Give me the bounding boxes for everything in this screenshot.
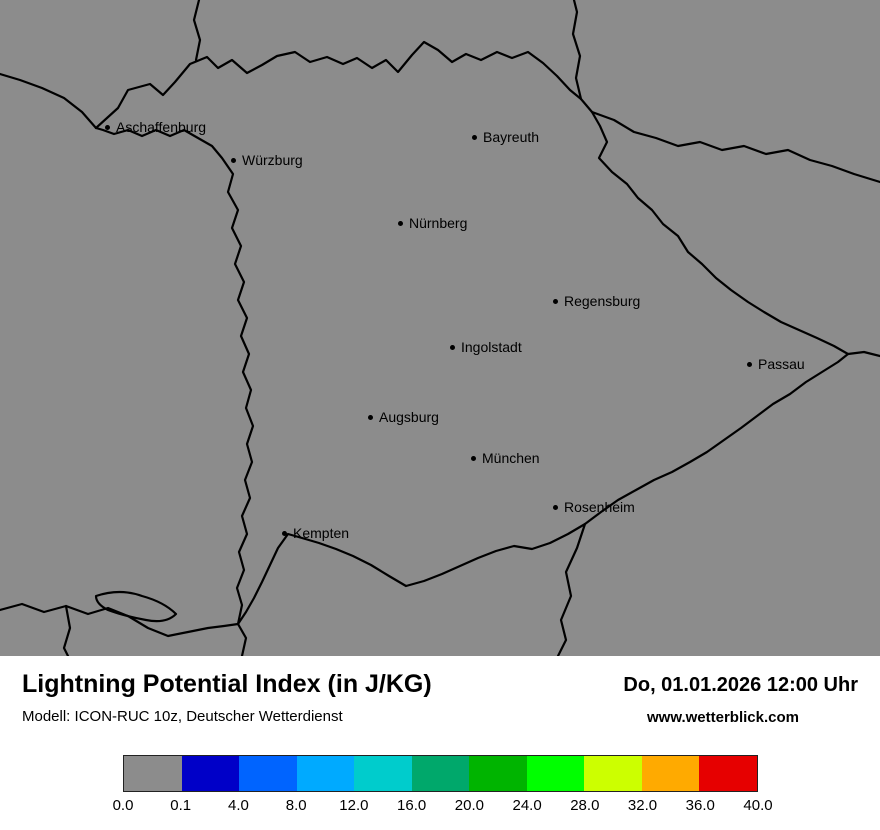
legend-segment (584, 756, 642, 791)
border-path-passau-east (846, 350, 880, 358)
legend-tick-label: 8.0 (285, 797, 307, 814)
city-label: Ingolstadt (461, 339, 522, 355)
legend-tick-label: 36.0 (685, 797, 715, 814)
city-label: Augsburg (379, 409, 439, 425)
city-label: Würzburg (242, 152, 303, 168)
city-label: Rosenheim (564, 499, 635, 515)
legend-tick-label: 12.0 (339, 797, 369, 814)
city-marker: Kempten (282, 525, 349, 541)
city-label: Nürnberg (409, 215, 468, 231)
border-path-saxony (571, 0, 583, 101)
legend-tick-label: 0.0 (112, 797, 134, 814)
page-title: Lightning Potential Index (in J/KG) (22, 670, 432, 698)
legend-segment (469, 756, 527, 791)
legend-bar (123, 755, 758, 792)
border-path-thuringia (192, 0, 202, 62)
forecast-datetime: Do, 01.01.2026 12:00 Uhr (623, 674, 858, 696)
city-marker: Aschaffenburg (105, 119, 206, 135)
map: Aschaffenburg Würzburg Bayreuth Nürnberg Reg… (0, 0, 880, 656)
model-info: Modell: ICON-RUC 10z, Deutscher Wetterdi… (22, 708, 343, 725)
city-label: Regensburg (564, 293, 641, 309)
city-marker: Regensburg (553, 293, 640, 309)
border-path-hessen (0, 72, 98, 130)
city-dot (553, 504, 558, 510)
border-lines (0, 0, 880, 656)
city-dot (471, 455, 476, 461)
legend-tick-label: 16.0 (397, 797, 427, 814)
city-marker: Bayreuth (472, 129, 539, 145)
city-marker: Passau (747, 356, 805, 372)
city-label: Aschaffenburg (116, 119, 207, 135)
legend-segment (641, 756, 700, 791)
city-dot (472, 134, 477, 140)
legend-tick-label: 20.0 (454, 797, 484, 814)
lake-constance-outline (94, 590, 178, 623)
legend-tick-label: 4.0 (228, 797, 249, 814)
legend-segment (699, 756, 758, 791)
city-dot (368, 414, 373, 420)
legend-ticks: 0.0 0.1 4.0 8.0 12.0 16.0 20.0 24.0 28.0 32.0 36.0… (113, 797, 773, 815)
city-label: Passau (758, 356, 805, 372)
city-marker: Würzburg (231, 152, 303, 168)
city-dot (553, 298, 558, 304)
legend-tick-label: 32.0 (627, 797, 658, 814)
border-path-czech-north (590, 110, 880, 184)
border-path-bavaria (94, 40, 850, 626)
city-marker: Ingolstadt (450, 339, 522, 355)
city-label: Kempten (293, 525, 350, 541)
website-label: www.wetterblick.com (647, 709, 799, 726)
legend-tick-label: 28.0 (570, 797, 600, 814)
legend-segment (526, 756, 585, 791)
legend-segment (354, 756, 412, 791)
city-dot (450, 344, 455, 350)
legend-segment (296, 756, 355, 791)
city-label: München (482, 450, 540, 466)
border-path-tyrol (236, 622, 248, 656)
city-dot (747, 361, 752, 367)
city-dot (282, 530, 287, 536)
legend-tick-label: 24.0 (512, 797, 542, 814)
city-label: Bayreuth (483, 129, 540, 145)
footer: Lightning Potential Index (in J/KG) Do, … (0, 656, 880, 830)
city-marker: Augsburg (368, 409, 439, 425)
border-path-rhine (62, 604, 72, 656)
city-dot (105, 124, 110, 130)
city-marker: München (471, 450, 540, 466)
legend-segment (411, 756, 470, 791)
legend-segment (124, 756, 182, 791)
city-marker: Rosenheim (553, 499, 635, 515)
city-marker: Nürnberg (398, 215, 467, 231)
legend-tick-label: 40.0 (743, 797, 773, 814)
legend-tick-label: 0.1 (170, 797, 192, 814)
border-path-austria-south (556, 522, 587, 656)
legend-segment (239, 756, 297, 791)
border-path-southwest (0, 602, 240, 638)
legend-segment (181, 756, 240, 791)
city-dot (231, 157, 236, 163)
city-dot (398, 220, 403, 226)
